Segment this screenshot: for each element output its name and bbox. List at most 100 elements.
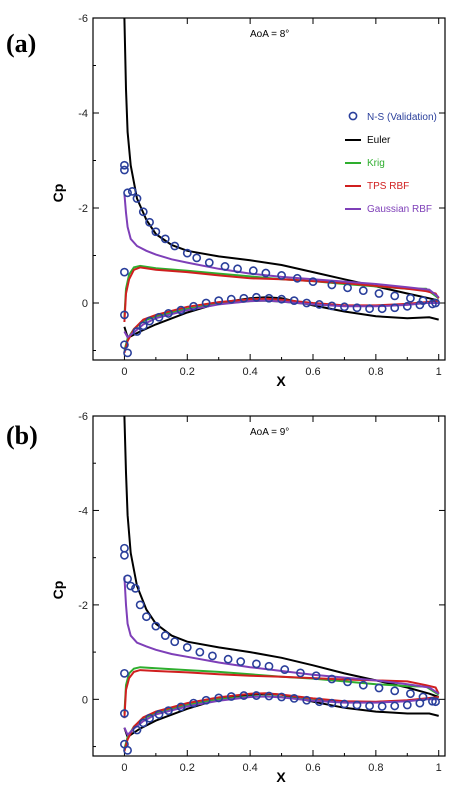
ns-validation-marker [160,631,170,640]
ns-validation-marker [428,696,437,706]
ns-validation-marker [226,692,236,701]
series-line-gaussian-rbf-upper [123,193,440,299]
ns-validation-marker [277,692,286,702]
ns-validation-marker [365,701,374,711]
ns-validation-marker [402,301,412,311]
ns-validation-marker [311,671,321,681]
ns-validation-marker [126,581,136,591]
ns-validation-marker [402,700,412,710]
ns-validation-marker [340,699,349,709]
ns-validation-marker [120,160,129,170]
ns-validation-marker [120,550,129,560]
ns-validation-marker [390,291,400,301]
ns-validation-marker [145,316,154,326]
ns-validation-marker [252,691,261,700]
x-axis-label: X [276,769,286,785]
ns-validation-marker [120,543,129,553]
ns-validation-marker [314,300,324,309]
ns-validation-marker [132,725,142,735]
ns-validation-marker [123,188,132,198]
ns-validation-marker [292,273,302,283]
ns-validation-marker [123,348,132,358]
ns-validation-marker [340,302,349,312]
ns-validation-marker [308,277,318,287]
ns-validation-marker [151,227,161,237]
ns-validation-marker [415,300,425,310]
ns-validation-marker [208,651,217,661]
ns-validation-marker [123,745,132,755]
ns-validation-marker [164,706,173,716]
ns-validation-marker [123,574,132,584]
legend-label: Gaussian RBF [367,204,432,215]
series-line-gaussian-rbf-lower [123,695,439,737]
ns-validation-marker [428,299,437,309]
x-axis-label: X [276,373,286,389]
plot-frame [92,415,446,757]
ns-validation-marker [214,693,224,703]
y-axis-label: Cp [50,184,66,203]
chart-title: AoA = 8° [250,29,289,40]
plot-frame [92,17,446,361]
ns-validation-marker [135,600,145,610]
ns-validation-marker [223,654,233,664]
ns-validation-marker [352,700,362,710]
x-tick-label: 0.2 [180,762,195,774]
ns-validation-marker [302,298,312,308]
ns-validation-marker [296,668,305,678]
legend-label: TPS RBF [367,181,409,192]
ns-validation-marker [164,309,173,318]
series-line-euler-upper [123,17,439,302]
x-tick-label: 0.6 [305,762,320,774]
ns-validation-marker [120,709,129,718]
legend-label: Euler [367,135,391,146]
ns-validation-marker [248,266,258,276]
ns-validation-marker [327,280,337,290]
ns-validation-marker [406,293,415,303]
series-line-gaussian-rbf-upper [123,576,440,695]
ns-validation-marker [138,718,148,728]
x-tick-label: 0.4 [242,762,257,774]
ns-validation-marker [214,296,224,306]
chart-panel-0: (a) AoA = 8° -6 -4 -2 0 0 0.2 0.4 0.6 0.8 1 X Cp N-S (… [6,13,446,389]
ns-validation-marker [170,241,180,251]
panel-label: (b) [6,421,38,450]
ns-validation-marker [233,264,242,274]
ns-validation-marker [195,647,205,657]
ns-validation-marker [390,303,400,313]
ns-validation-marker [120,340,129,350]
ns-validation-marker [252,292,261,302]
y-tick-label: -6 [78,13,88,25]
x-tick-label: 0 [121,762,127,774]
ns-validation-marker [365,304,374,314]
ns-validation-marker [132,327,142,336]
series-line-krig-upper [123,666,440,714]
ns-validation-marker [145,217,154,227]
legend-label: Krig [367,158,385,169]
y-tick-label: -2 [78,600,88,612]
series-line-tps-rbf-upper [123,266,440,323]
ns-validation-marker [176,305,186,315]
ns-validation-marker [390,686,400,696]
ns-validation-marker [154,710,164,719]
ns-validation-marker [374,683,384,693]
y-tick-label: -6 [78,411,88,423]
ns-validation-marker [374,289,384,298]
ns-validation-marker [327,698,337,708]
ns-validation-marker [289,693,299,703]
ns-validation-marker [264,293,274,303]
panel-label: (a) [6,29,36,58]
ns-validation-marker [138,321,148,331]
y-tick-label: -2 [78,203,88,215]
ns-validation-marker [314,697,324,707]
x-tick-label: 0.6 [305,366,320,378]
ns-validation-marker [264,691,274,701]
ns-validation-marker [343,283,352,293]
ns-validation-marker [220,262,230,271]
y-tick-label: 0 [82,694,88,706]
ns-validation-marker [192,253,202,263]
chart-panel-1: (b) AoA = 9° -6 -4 -2 0 0 0.2 0.4 0.6 0.8 1 X Cp [6,411,446,785]
ns-validation-marker [358,286,368,296]
legend-marker [348,111,358,121]
y-tick-label: 0 [82,298,88,310]
ns-validation-marker [343,677,352,687]
